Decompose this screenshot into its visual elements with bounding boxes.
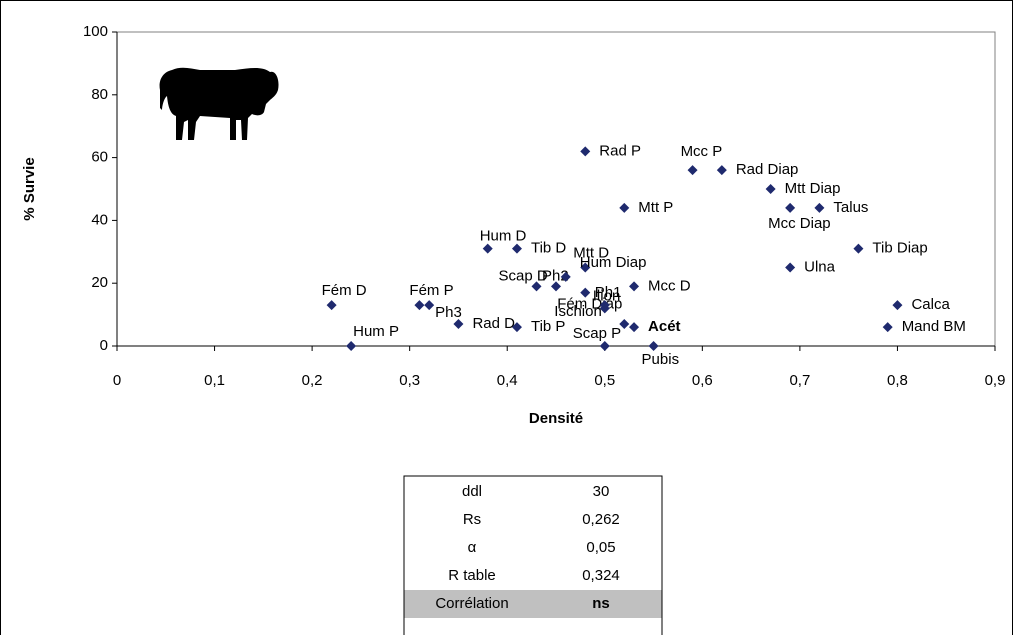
point-label: Scap D xyxy=(498,267,547,284)
point-label: Rad P xyxy=(599,142,641,159)
table-label: Rs xyxy=(463,511,481,528)
data-point xyxy=(580,262,591,273)
point-label: Mcc Diap xyxy=(768,215,831,232)
point-label: Fém P xyxy=(409,282,453,299)
point-label: Acét xyxy=(648,318,681,335)
point-label: Ulna xyxy=(804,258,836,275)
table-value: 0,05 xyxy=(586,539,615,556)
table-label: ddl xyxy=(462,483,482,500)
point-label: Hum P xyxy=(353,323,399,340)
x-axis-label: Densité xyxy=(529,410,583,427)
point-label: Talus xyxy=(833,199,868,216)
point-label: Hum Diap xyxy=(580,254,647,271)
point-label: Fém D xyxy=(322,282,367,299)
point-label: Mcc D xyxy=(648,277,691,294)
x-tick-label: 0,8 xyxy=(887,372,908,389)
table-value: 0,262 xyxy=(582,511,620,528)
x-tick-label: 0,5 xyxy=(594,372,615,389)
x-tick-label: 0,7 xyxy=(789,372,810,389)
data-point xyxy=(716,165,727,176)
data-point xyxy=(814,202,825,213)
data-point xyxy=(424,300,435,311)
data-point xyxy=(648,341,659,351)
point-label: Tib D xyxy=(531,240,566,257)
y-axis-label: % Survie xyxy=(21,157,38,220)
data-point xyxy=(765,184,776,194)
point-label: Rad D xyxy=(472,315,515,332)
point-label: Pubis xyxy=(642,351,680,368)
data-point xyxy=(599,341,610,351)
data-point xyxy=(785,202,796,213)
table-label: α xyxy=(468,539,477,556)
data-point xyxy=(580,146,591,157)
table-value: 0,324 xyxy=(582,567,620,584)
data-point xyxy=(892,300,903,311)
data-point xyxy=(482,243,493,254)
bison-icon xyxy=(159,67,279,140)
x-tick-label: 0,6 xyxy=(692,372,713,389)
point-label: Calca xyxy=(911,296,950,313)
point-label: Rad Diap xyxy=(736,161,799,178)
data-point xyxy=(511,243,522,254)
point-label: Scap P xyxy=(573,325,621,342)
data-point xyxy=(551,281,561,292)
y-tick-label: 80 xyxy=(91,86,108,103)
x-tick-label: 0,9 xyxy=(985,372,1006,389)
data-point xyxy=(511,322,522,333)
data-point xyxy=(619,202,630,213)
point-label: Ph3 xyxy=(435,304,462,321)
data-point xyxy=(580,287,591,298)
data-point xyxy=(346,341,357,351)
point-label: Mcc P xyxy=(681,143,723,160)
x-tick-label: 0,4 xyxy=(497,372,518,389)
point-label: Ilion xyxy=(593,287,621,304)
point-label: Mtt P xyxy=(638,199,673,216)
table-row-bg xyxy=(404,590,662,618)
point-label: Hum D xyxy=(480,228,527,245)
x-tick-label: 0,2 xyxy=(302,372,323,389)
point-label: Mtt Diap xyxy=(785,180,841,197)
table-value: 30 xyxy=(593,483,610,500)
y-tick-label: 0 xyxy=(100,337,108,354)
point-label: Tib Diap xyxy=(872,240,927,257)
data-point xyxy=(560,271,571,282)
data-point xyxy=(599,303,610,314)
data-point xyxy=(326,300,337,311)
data-point xyxy=(882,322,893,333)
table-value: ns xyxy=(592,595,610,612)
x-tick-label: 0,3 xyxy=(399,372,420,389)
point-label: Mand BM xyxy=(902,318,966,335)
point-label: Tib P xyxy=(531,318,565,335)
point-label: Mtt D xyxy=(573,244,609,261)
y-tick-label: 60 xyxy=(91,149,108,166)
data-point xyxy=(785,262,796,273)
y-tick-label: 100 xyxy=(83,23,108,40)
data-point xyxy=(531,281,542,292)
y-tick-label: 20 xyxy=(91,274,108,291)
table-label: Corrélation xyxy=(435,595,508,612)
data-point xyxy=(629,322,640,333)
stats-table: ddl 30 Rs 0,262 α 0,05 R table 0,324 Corrélation… xyxy=(403,475,663,637)
data-point xyxy=(619,319,630,330)
y-tick-label: 40 xyxy=(91,211,108,228)
data-point xyxy=(414,300,425,311)
point-label: Ph2 xyxy=(542,267,569,284)
data-point xyxy=(453,319,464,330)
data-point xyxy=(629,281,640,292)
data-point xyxy=(687,165,698,176)
table-label: R table xyxy=(448,567,496,584)
point-label: Ischion xyxy=(554,303,602,320)
x-tick-label: 0,1 xyxy=(204,372,225,389)
x-tick-label: 0 xyxy=(113,372,121,389)
data-point xyxy=(853,243,864,254)
point-label: Ph1 xyxy=(595,284,622,301)
